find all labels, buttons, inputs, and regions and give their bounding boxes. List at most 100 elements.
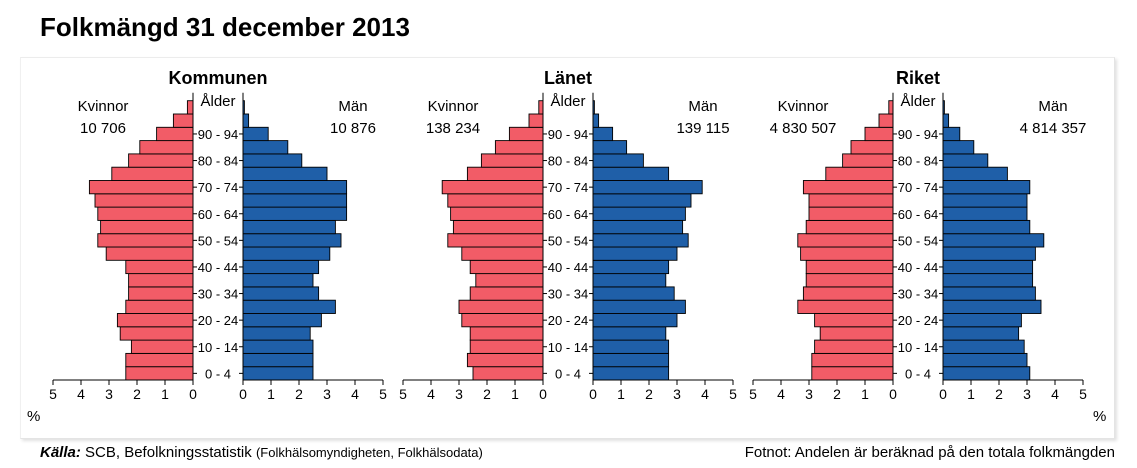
bar-women (808, 193, 894, 208)
page-title: Folkmängd 31 december 2013 (40, 12, 410, 42)
bar-men (592, 140, 628, 155)
bar-women (128, 286, 194, 301)
bar-women (156, 126, 194, 142)
bar-women (508, 126, 544, 142)
bar-women (125, 352, 194, 368)
bar-women (842, 153, 894, 168)
x-tick-label: 4 (701, 386, 709, 402)
x-tick-label: 0 (939, 386, 947, 402)
x-tick-label: 2 (133, 386, 141, 402)
bar-men (592, 299, 686, 314)
bar-women (461, 313, 544, 328)
x-tick-label: 0 (539, 386, 547, 402)
percent-axis-label-right: % (1093, 408, 1107, 425)
bar-men (942, 352, 1028, 368)
pyramid-0: Kommunen Ålder Kvinnor 10 706 Män 10 876 0 - 4… (49, 68, 387, 402)
age-tick-label: 20 - 24 (898, 313, 938, 328)
bar-men (942, 166, 1008, 181)
bar-women (802, 286, 894, 301)
bar-men (592, 352, 670, 368)
bar-men (942, 180, 1031, 195)
bar-men (592, 193, 692, 208)
bar-men (592, 153, 644, 168)
bar-men (242, 126, 269, 142)
age-tick-label: 80 - 84 (198, 154, 238, 169)
bar-women (139, 140, 194, 155)
bar-men (942, 366, 1031, 381)
age-tick-label: 0 - 4 (205, 366, 231, 381)
series-name-women: Kvinnor (428, 98, 479, 115)
age-tick-label: 0 - 4 (905, 366, 931, 381)
bar-men (942, 126, 961, 142)
age-tick-label: 90 - 94 (198, 127, 238, 142)
x-tick-label: 5 (729, 386, 737, 402)
bar-men (942, 219, 1031, 235)
bar-men (242, 326, 311, 341)
bar-women (128, 153, 194, 168)
bar-women (814, 313, 894, 328)
bar-men (942, 299, 1042, 314)
bar-women (452, 219, 544, 235)
bar-women (466, 166, 544, 181)
bar-women (447, 193, 544, 208)
bar-women (811, 366, 894, 381)
age-tick-label: 50 - 54 (198, 233, 238, 248)
x-tick-label: 4 (777, 386, 785, 402)
percent-axis-label-left: % (27, 408, 41, 425)
bar-men (592, 246, 678, 261)
bar-women (128, 273, 194, 288)
age-tick-label: 90 - 94 (548, 127, 588, 142)
series-name-men: Män (688, 98, 717, 115)
x-tick-label: 1 (967, 386, 975, 402)
bar-men (592, 180, 703, 195)
bar-men (242, 313, 322, 328)
bar-men (242, 339, 314, 354)
bar-women (814, 339, 894, 354)
age-tick-label: 70 - 74 (898, 180, 938, 195)
bar-women (819, 326, 894, 341)
bar-men (942, 193, 1028, 208)
bar-men (242, 352, 314, 368)
x-tick-label: 0 (889, 386, 897, 402)
bar-women (130, 339, 194, 354)
source-label: Källa: (40, 444, 81, 461)
source-text: SCB, Befolkningsstatistik (85, 444, 252, 461)
bar-women (797, 233, 894, 248)
age-tick-label: 10 - 14 (548, 340, 588, 355)
bar-women (88, 180, 194, 195)
bar-women (878, 113, 894, 128)
x-tick-label: 2 (833, 386, 841, 402)
bar-women (461, 246, 544, 261)
series-total-men: 10 876 (330, 120, 376, 137)
bar-women (97, 233, 194, 248)
bar-women (447, 233, 544, 248)
bar-women (805, 219, 894, 235)
series-name-men: Män (338, 98, 367, 115)
bar-men (242, 219, 336, 235)
x-tick-label: 1 (267, 386, 275, 402)
age-axis-label: Ålder (200, 93, 235, 110)
chart-title: Kommunen (169, 68, 268, 88)
x-tick-label: 4 (1051, 386, 1059, 402)
pyramid-1: Länet Ålder Kvinnor 138 234 Män 139 115 0 - 4 1… (399, 68, 737, 402)
x-tick-label: 3 (105, 386, 113, 402)
x-tick-label: 0 (189, 386, 197, 402)
x-tick-label: 4 (351, 386, 359, 402)
x-tick-label: 3 (323, 386, 331, 402)
bar-men (592, 206, 686, 221)
age-tick-label: 30 - 34 (548, 287, 588, 302)
x-tick-label: 5 (49, 386, 57, 402)
age-tick-label: 20 - 24 (198, 313, 238, 328)
bar-women (119, 326, 194, 341)
bar-women (538, 100, 544, 115)
source-credit: Källa: SCB, Befolkningsstatistik (Folkhä… (40, 444, 483, 461)
bar-men (242, 153, 303, 168)
bar-women (172, 113, 194, 128)
x-tick-label: 5 (379, 386, 387, 402)
bar-men (592, 286, 675, 301)
bar-women (469, 259, 544, 275)
bar-women (864, 126, 894, 142)
series-total-women: 10 706 (80, 120, 126, 137)
series-name-women: Kvinnor (78, 98, 129, 115)
x-tick-label: 3 (455, 386, 463, 402)
